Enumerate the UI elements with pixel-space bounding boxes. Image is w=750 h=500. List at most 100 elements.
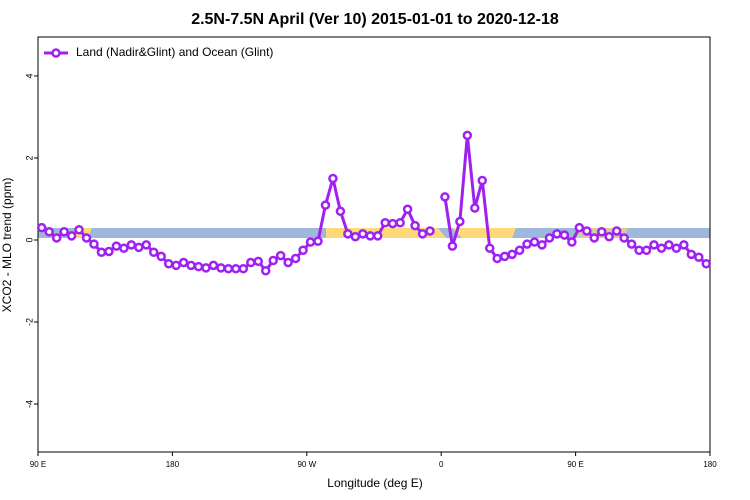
data-point [350,231,361,242]
data-point [119,243,129,253]
data-point [634,245,644,255]
data-point [507,249,517,260]
x-tick-label: 0 [439,460,444,469]
data-point [104,246,114,257]
y-tick-label: 2 [24,155,34,160]
y-tick-label: -4 [24,400,34,408]
x-tick-label: 90 E [567,460,583,469]
data-point [514,245,525,255]
data-point [626,239,637,249]
data-point [89,239,99,249]
data-point [320,200,331,210]
data-point [559,230,570,240]
y-tick-label: 0 [24,237,34,242]
data-point [402,204,413,214]
data-point [208,260,219,271]
data-point [582,226,592,236]
data-point [664,240,674,250]
data-point [372,231,383,241]
data-point [51,233,62,243]
plot-frame [37,36,711,453]
data-point [701,259,712,269]
data-point [380,218,390,228]
data-point [268,255,278,266]
data-point [365,231,376,241]
data-point [537,240,547,250]
data-point [216,263,226,273]
data-point [611,226,622,236]
data-point [567,237,577,247]
data-point [499,251,510,262]
data-point [395,218,405,228]
data-point [171,260,181,271]
y-axis-label: XCO2 - MLO trend (ppm) [0,178,14,313]
data-point [387,218,398,229]
y-tick-label: -2 [24,318,34,326]
data-point [186,260,196,271]
data-point [246,257,256,268]
data-point [74,224,84,235]
data-point [477,175,488,186]
data-point [552,229,562,239]
data-point [522,239,532,249]
data-point [163,259,174,269]
data-point [96,247,107,258]
data-point [335,206,346,217]
x-tick-label: 90 E [30,460,46,469]
data-point [59,227,69,237]
data-point [290,253,301,264]
data-point [470,203,480,213]
data-point [641,245,652,255]
data-point [328,173,338,184]
data-point [619,233,629,243]
data-point [156,251,166,262]
legend-marker [51,48,61,58]
data-point [66,231,77,241]
data-point [223,263,234,274]
data-point [484,243,495,253]
data-point [671,243,682,253]
data-point [201,263,211,273]
data-point [275,250,286,261]
data-point [544,233,555,243]
x-tick-label: 180 [166,460,180,469]
data-point [298,245,308,255]
y-tick-label: 4 [24,73,34,78]
chart-title: 2.5N-7.5N April (Ver 10) 2015-01-01 to 2… [191,11,559,28]
data-point [231,263,241,274]
x-axis-label: Longitude (deg E) [327,476,422,490]
data-point [313,236,323,246]
data-point [305,237,316,247]
data-point [425,226,435,236]
data-point [656,243,667,253]
data-point [44,227,54,237]
land-band [452,228,516,238]
data-point [574,222,585,233]
data-point [604,231,614,242]
data-point [193,261,204,272]
data-point [134,242,144,253]
x-tick-label: 90 W [297,460,316,469]
data-point [343,229,353,239]
data-point [529,237,540,247]
data-point [36,222,47,233]
data-point [81,233,92,243]
data-point [283,257,293,268]
data-point [694,252,704,262]
data-point [440,192,450,202]
data-point [111,241,122,251]
data-point [447,241,458,251]
data-point [417,229,428,239]
data-point [462,130,473,141]
data-point [649,240,659,250]
data-point [238,263,249,274]
data-point [679,240,689,250]
data-point [260,265,271,276]
data-point [148,247,159,258]
legend-label: Land (Nadir&Glint) and Ocean (Glint) [76,45,273,59]
data-point [253,256,264,267]
data-point [410,220,420,231]
data-point [126,240,137,250]
data-point [178,257,189,268]
